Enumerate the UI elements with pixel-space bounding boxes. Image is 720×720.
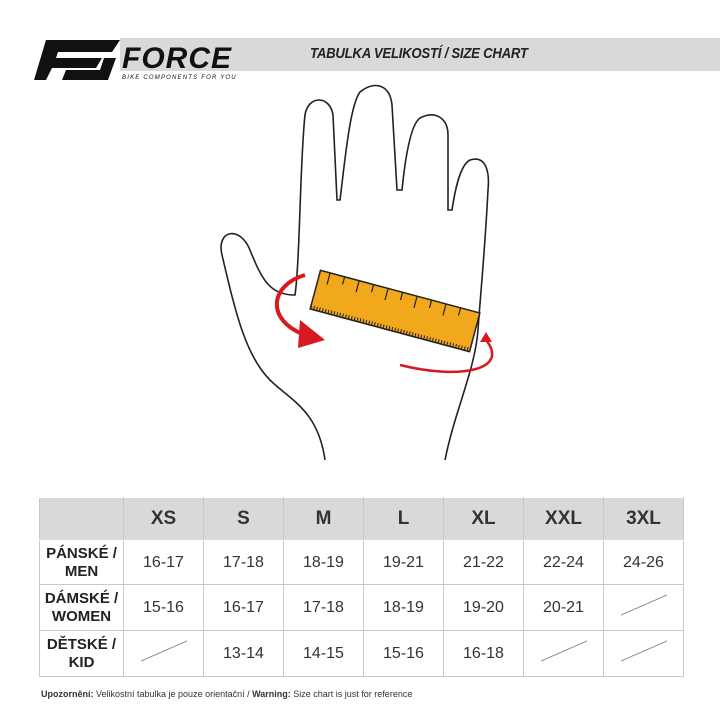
table-header-row: XS S M L XL XXL 3XL	[39, 497, 684, 541]
column-header: L	[363, 497, 444, 541]
size-cell: 16-18	[443, 630, 524, 677]
row-label: PÁNSKÉ / MEN	[39, 540, 124, 585]
column-header: XS	[123, 497, 204, 541]
force-logo-icon	[34, 40, 120, 80]
slash-mark	[540, 640, 587, 662]
page-title: TABULKA VELIKOSTÍ / SIZE CHART	[310, 45, 528, 62]
empty-cell	[523, 630, 604, 677]
size-cell: 20-21	[523, 584, 604, 631]
column-header: M	[283, 497, 364, 541]
table-row: DĚTSKÉ / KID 13-14 14-15 15-16 16-18	[39, 630, 684, 677]
size-cell: 16-17	[123, 540, 204, 585]
empty-cell	[603, 584, 684, 631]
size-cell: 19-21	[363, 540, 444, 585]
disclaimer-note: Upozornění: Velikostní tabulka je pouze …	[41, 689, 412, 699]
size-cell: 16-17	[203, 584, 284, 631]
measuring-tape	[309, 269, 481, 353]
arrow-right	[399, 339, 494, 374]
empty-cell	[603, 630, 684, 677]
size-cell: 15-16	[363, 630, 444, 677]
row-label: DÁMSKÉ / WOMEN	[39, 584, 124, 631]
size-cell: 17-18	[283, 584, 364, 631]
size-cell: 13-14	[203, 630, 284, 677]
note-text-en: Size chart is just for reference	[290, 689, 413, 699]
size-cell: 24-26	[603, 540, 684, 585]
slash-mark	[620, 640, 667, 662]
size-cell: 18-19	[363, 584, 444, 631]
size-cell: 21-22	[443, 540, 524, 585]
slash-mark	[620, 594, 667, 616]
corner-cell	[39, 497, 124, 541]
column-header: 3XL	[603, 497, 684, 541]
size-cell: 22-24	[523, 540, 604, 585]
size-cell: 19-20	[443, 584, 524, 631]
hand-measure-illustration	[220, 84, 494, 461]
note-text-cz: Velikostní tabulka je pouze orientační /	[93, 689, 253, 699]
size-cell: 17-18	[203, 540, 284, 585]
hand-outline	[220, 84, 490, 461]
column-header: S	[203, 497, 284, 541]
size-cell: 14-15	[283, 630, 364, 677]
note-label-cz: Upozornění:	[41, 689, 94, 699]
empty-cell	[123, 630, 204, 677]
table-row: DÁMSKÉ / WOMEN 15-16 16-17 17-18 18-19 19-20 20…	[39, 584, 684, 631]
size-cell: 18-19	[283, 540, 364, 585]
arrow-left	[274, 273, 306, 337]
column-header: XXL	[523, 497, 604, 541]
row-label: DĚTSKÉ / KID	[39, 630, 124, 677]
slash-mark	[140, 640, 187, 662]
brand-name: FORCE	[122, 42, 232, 75]
note-label-en: Warning:	[252, 689, 291, 699]
column-header: XL	[443, 497, 524, 541]
table-row: PÁNSKÉ / MEN 16-17 17-18 18-19 19-21 21-22 22-2…	[39, 540, 684, 585]
header-bar	[120, 38, 720, 71]
brand-tagline: BIKE COMPONENTS FOR YOU	[122, 75, 237, 81]
size-table: XS S M L XL XXL 3XL PÁNSKÉ / MEN 16-17 17-1…	[39, 497, 684, 677]
size-cell: 15-16	[123, 584, 204, 631]
